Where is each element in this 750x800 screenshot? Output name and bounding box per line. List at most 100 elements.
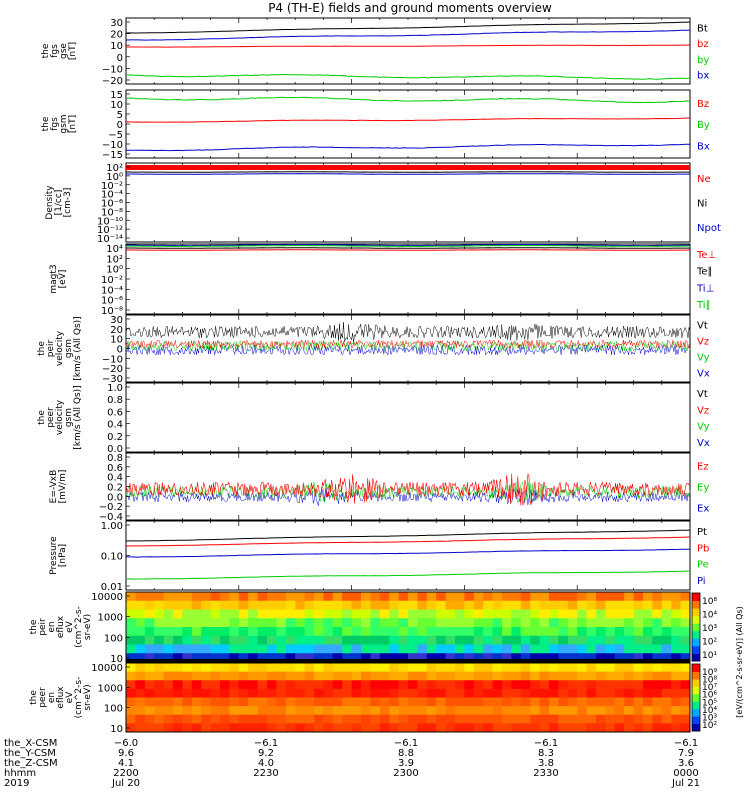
electron-spectrogram-cell [539,671,550,681]
electron-spectrogram-cell [671,688,682,698]
ion-spectrogram-cell [257,644,268,654]
legend-entry: Vx [697,438,710,449]
ion-spectrogram-cell [229,644,240,654]
electron-spectrogram-cell [473,663,484,673]
series-trace [125,473,691,506]
electron-spectrogram-cell [426,723,437,733]
ion-spectrogram-cell [135,600,146,610]
ion-spectrogram-cell [455,618,465,628]
ion-spectrogram-cell [370,618,381,628]
legend-entry: Vz [697,337,709,348]
ion-spectrogram-cell [633,609,644,619]
y-tick-label: 5 [117,110,123,121]
ion-spectrogram-cell [661,592,672,602]
electron-spectrogram-cell [417,714,428,724]
electron-spectrogram-cell [126,697,136,707]
ion-spectrogram-cell [144,644,155,654]
ion-spectrogram-cell [220,627,230,637]
ion-spectrogram-cell [304,592,315,602]
ion-spectrogram-cell [671,635,682,645]
y-tick-label: 10000 [91,663,123,674]
electron-spectrogram-cell [276,688,287,698]
electron-spectrogram-cell [605,671,616,681]
ion-spectrogram-cell [624,600,635,610]
ion-spectrogram-cell [455,627,465,637]
electron-spectrogram-cell [455,671,465,681]
electron-spectrogram-cell [539,688,550,698]
electron-spectrogram-cell [643,671,653,681]
footer-row-label: the_Y-CSM [4,748,56,759]
colorbar-ion-tick: 10² [702,638,717,648]
electron-spectrogram-cell [596,688,606,698]
electron-spectrogram-cell [530,723,541,733]
electron-spectrogram-cell [680,680,691,690]
electron-spectrogram-cell [248,671,259,681]
ion-spectrogram-cell [577,609,588,619]
electron-spectrogram-cell [285,671,296,681]
electron-spectrogram-cell [492,723,503,733]
y-axis-label: peer [46,407,56,428]
ion-spectrogram-cell [417,644,428,654]
series-line [126,44,691,48]
colorbar-electron-cell [692,678,700,687]
y-tick-label: 10⁻² [101,181,123,192]
ion-spectrogram-cell [530,635,541,645]
ion-spectrogram-cell [173,609,183,619]
ion-spectrogram-cell [492,609,503,619]
electron-spectrogram-cell [577,671,588,681]
y-tick-label: 20 [110,325,123,336]
electron-spectrogram-cell [154,723,165,733]
ion-spectrogram-cell [314,592,324,602]
ion-spectrogram-cell [586,600,597,610]
electron-spectrogram-cell [502,714,512,724]
electron-spectrogram-cell [614,688,625,698]
electron-spectrogram-cell [201,688,212,698]
ion-spectrogram-cell [492,627,503,637]
ion-spectrogram-cell [530,618,541,628]
ion-spectrogram-cell [539,592,550,602]
electron-spectrogram-cell [483,697,494,707]
electron-spectrogram-cell [361,697,371,707]
ion-spectrogram-cell [173,627,183,637]
electron-spectrogram-cell [173,671,183,681]
ion-spectrogram-cell [539,618,550,628]
series-trace [125,340,691,352]
electron-spectrogram-cell [332,688,343,698]
ion-spectrogram-cell [520,618,531,628]
ion-spectrogram-cell [577,653,588,663]
colorbar-electron-cell [692,671,700,680]
electron-spectrogram-cell [577,663,588,673]
y-tick-label: −10 [102,354,123,365]
ion-spectrogram-cell [238,618,249,628]
electron-spectrogram-cell [248,723,259,733]
ion-spectrogram-cell [342,592,353,602]
electron-spectrogram-cell [379,697,390,707]
electron-spectrogram-cell [539,680,550,690]
electron-spectrogram-cell [671,714,682,724]
ion-spectrogram-cell [342,609,353,619]
ion-spectrogram-cell [464,600,475,610]
ion-spectrogram-cell [389,592,400,602]
electron-spectrogram-cell [248,714,259,724]
electron-spectrogram-cell [464,680,475,690]
electron-spectrogram-cell [238,688,249,698]
electron-spectrogram-cell [163,706,174,716]
ion-spectrogram-cell [389,635,400,645]
electron-spectrogram-cell [201,706,212,716]
electron-spectrogram-cell [586,680,597,690]
electron-spectrogram-cell [173,706,183,716]
y-tick-label: −15 [102,150,123,161]
ion-spectrogram-cell [577,600,588,610]
electron-spectrogram-cell [614,680,625,690]
electron-spectrogram-cell [614,697,625,707]
ion-spectrogram-cell [464,592,475,602]
ion-spectrogram-cell [238,592,249,602]
ion-spectrogram-cell [304,653,315,663]
electron-spectrogram-cell [643,688,653,698]
electron-spectrogram-cell [304,688,315,698]
electron-spectrogram-cell [539,723,550,733]
y-tick-label: 30 [110,315,123,326]
ion-spectrogram-cell [173,635,183,645]
electron-spectrogram-cell [633,706,644,716]
ion-spectrogram-cell [586,618,597,628]
